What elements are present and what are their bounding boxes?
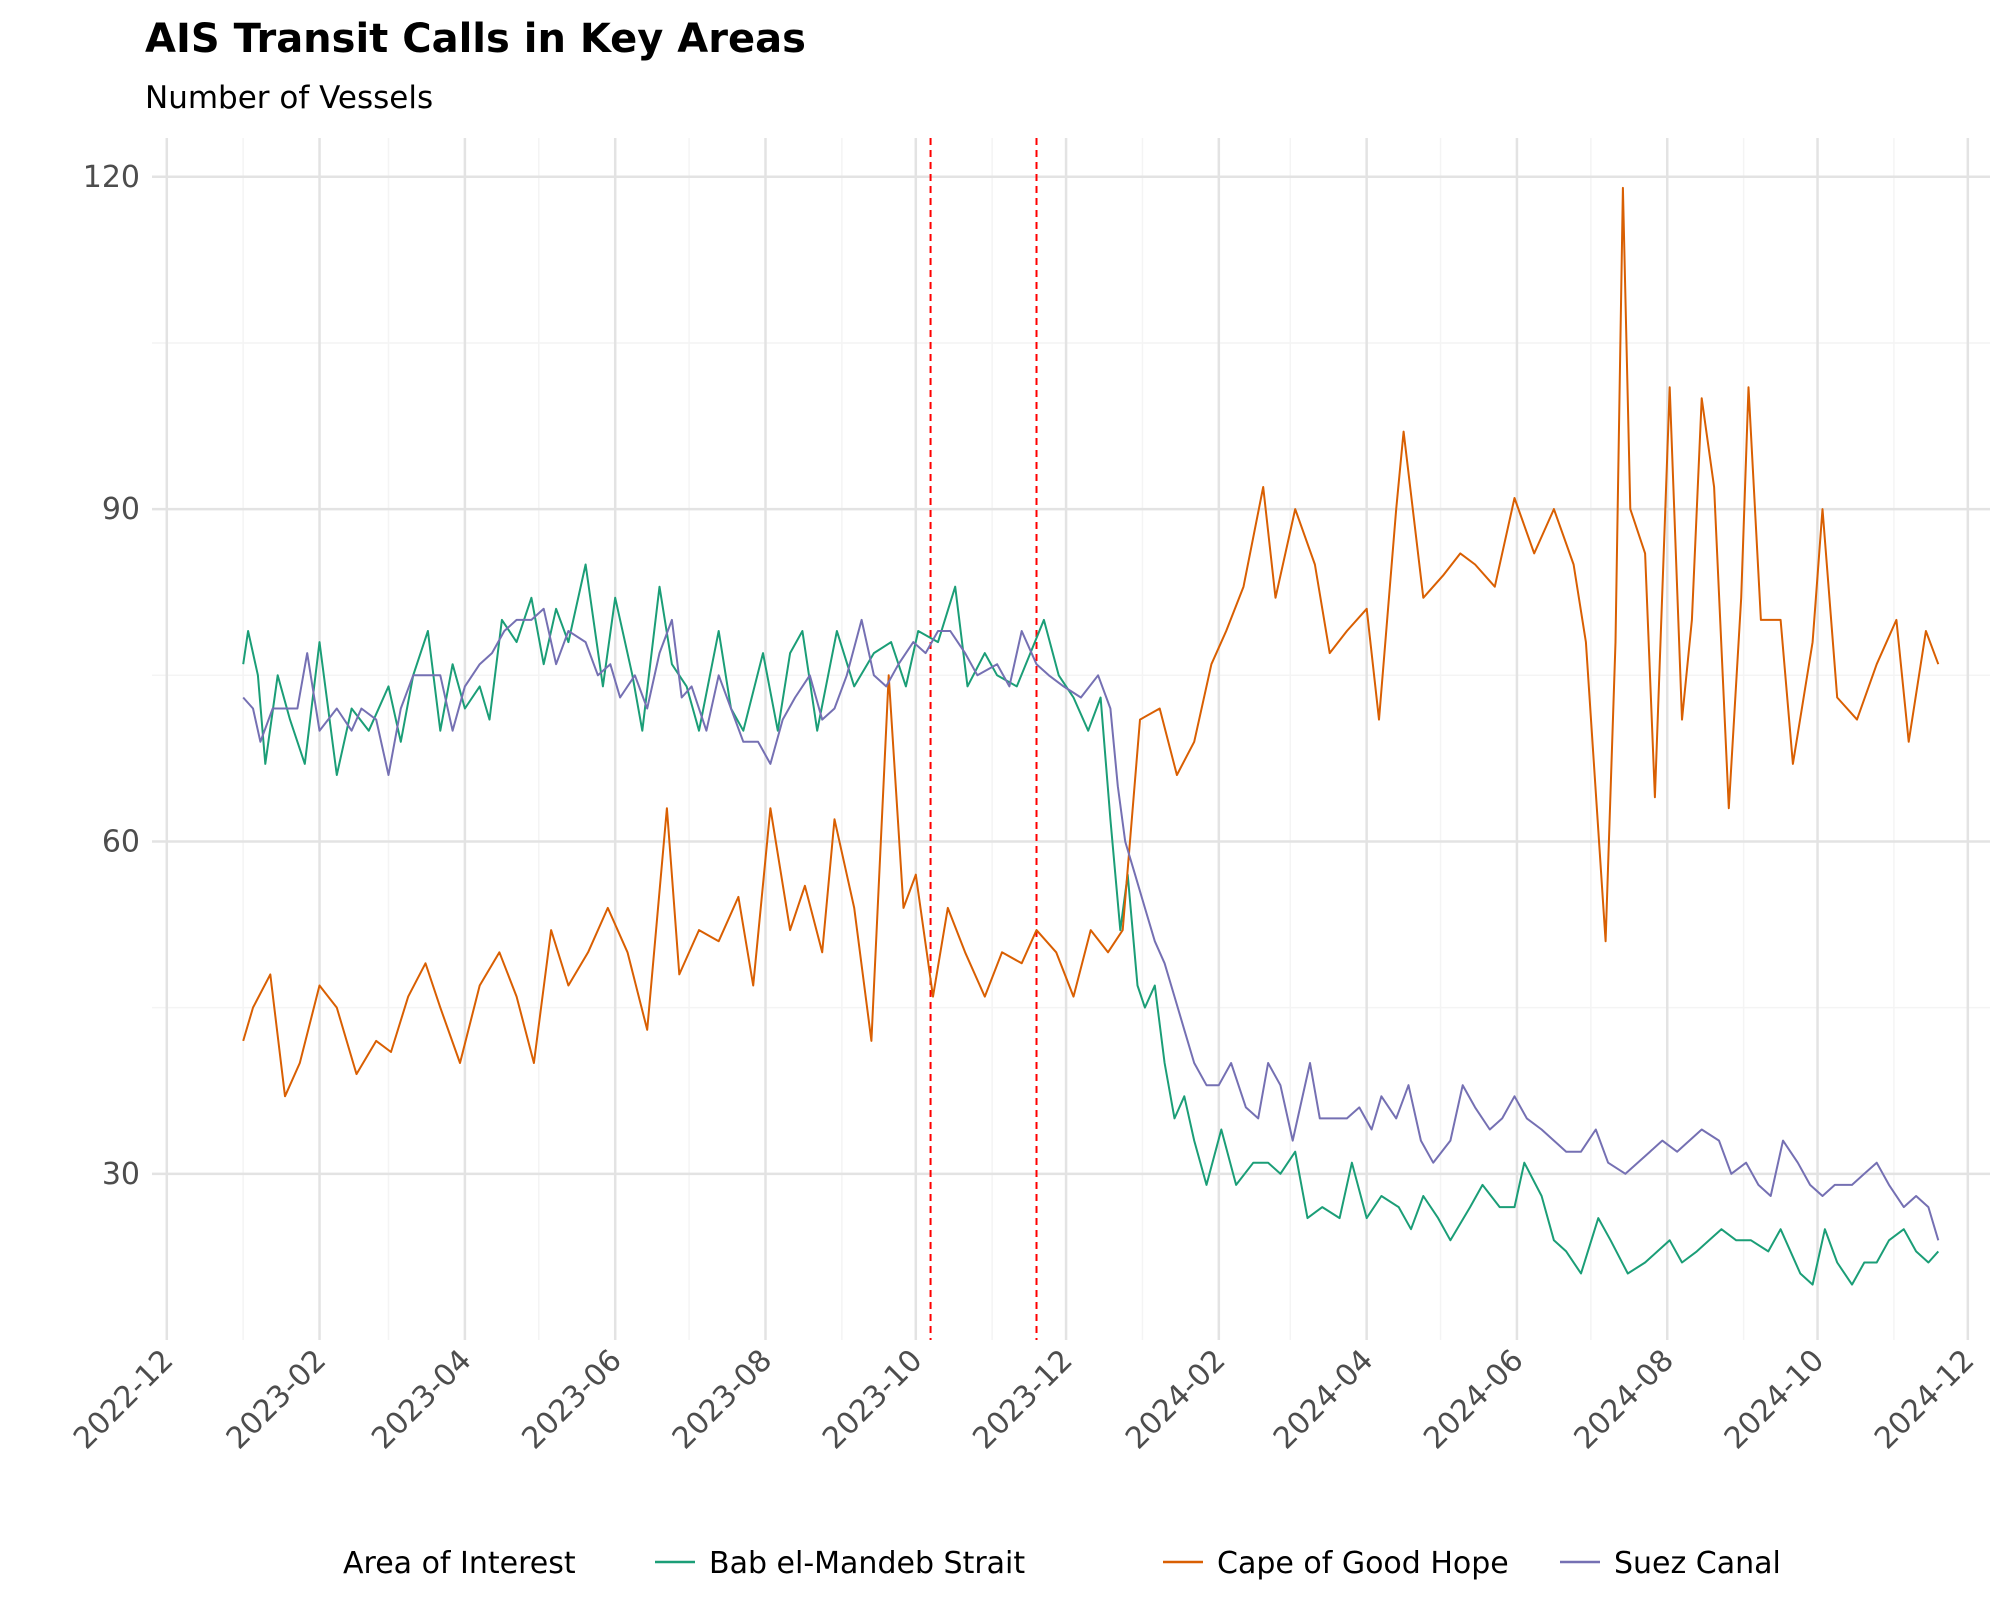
chart-subtitle: Number of Vessels bbox=[145, 80, 434, 116]
x-tick-label: 2024-02 bbox=[1119, 1343, 1232, 1456]
x-tick-label: 2024-10 bbox=[1718, 1343, 1831, 1456]
series-line-bab-el-mandeb-strait bbox=[242, 563, 1940, 1286]
x-tick-label: 2024-12 bbox=[1868, 1343, 1981, 1456]
legend: Area of Interest Bab el-Mandeb Strait Cape… bbox=[343, 1546, 1781, 1581]
y-tick-label: 120 bbox=[83, 160, 140, 195]
x-tick-label: 2023-04 bbox=[365, 1343, 478, 1456]
y-tick-label: 60 bbox=[102, 824, 140, 859]
x-axis: 2022-12 2023-02 2023-04 2023-06 2023-08 2023-… bbox=[67, 1343, 1981, 1456]
legend-label: Bab el-Mandeb Strait bbox=[709, 1546, 1025, 1581]
y-axis: 30 60 90 120 bbox=[83, 160, 140, 1192]
x-tick-label: 2023-08 bbox=[666, 1343, 779, 1456]
x-tick-label: 2024-08 bbox=[1568, 1343, 1681, 1456]
x-tick-label: 2024-06 bbox=[1417, 1343, 1530, 1456]
x-tick-label: 2023-12 bbox=[966, 1343, 1079, 1456]
x-tick-label: 2022-12 bbox=[67, 1343, 180, 1456]
y-tick-label: 30 bbox=[102, 1157, 140, 1192]
legend-title: Area of Interest bbox=[343, 1546, 576, 1581]
x-tick-label: 2023-02 bbox=[220, 1343, 333, 1456]
series-lines bbox=[242, 186, 1940, 1286]
chart-title: AIS Transit Calls in Key Areas bbox=[145, 16, 806, 62]
event-lines bbox=[929, 138, 1038, 1340]
series-line-suez-canal bbox=[242, 607, 1940, 1241]
x-tick-label: 2023-10 bbox=[816, 1343, 929, 1456]
legend-label: Cape of Good Hope bbox=[1217, 1546, 1509, 1581]
gridlines bbox=[152, 138, 1990, 1340]
legend-label: Suez Canal bbox=[1614, 1546, 1781, 1581]
y-tick-label: 90 bbox=[102, 492, 140, 527]
series-line-cape-of-good-hope bbox=[242, 186, 1940, 1098]
x-tick-label: 2023-06 bbox=[515, 1343, 628, 1456]
x-tick-label: 2024-04 bbox=[1267, 1343, 1380, 1456]
